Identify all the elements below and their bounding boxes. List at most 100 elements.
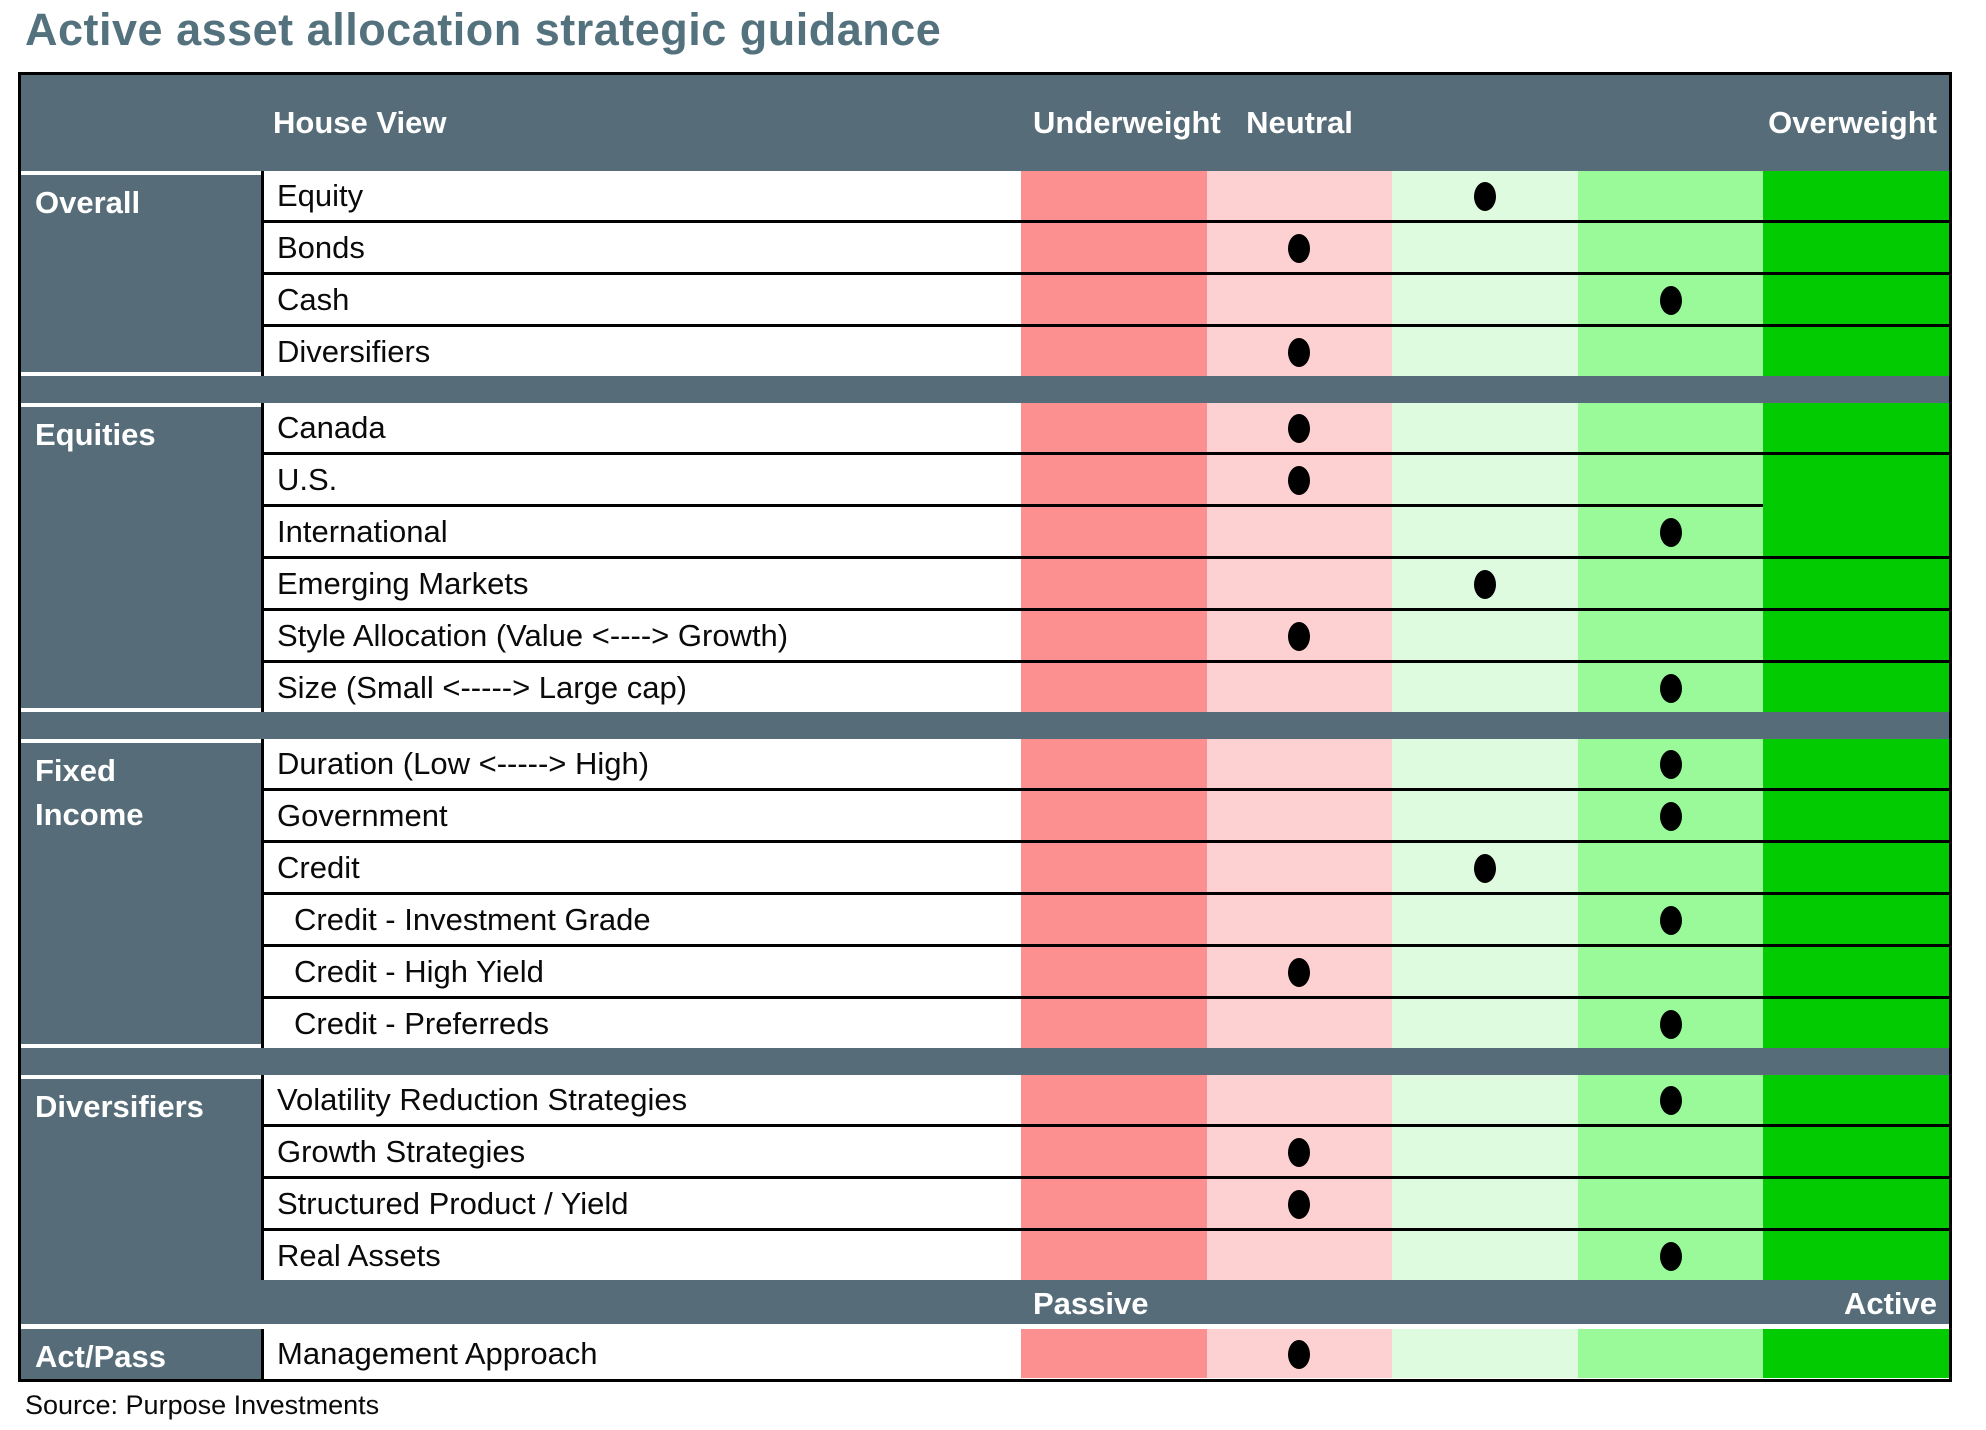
section-separator — [21, 1048, 1949, 1075]
scale-cell-3 — [1392, 739, 1578, 788]
scale-cells — [1021, 272, 1949, 324]
scale-cell-5 — [1763, 1124, 1949, 1176]
scale-cell-3 — [1392, 840, 1578, 892]
scale-cell-2 — [1206, 996, 1393, 1048]
section-fixed-income: Fixed Income Duration (Low <-----> High) G… — [21, 739, 1949, 1048]
scale-cells — [1021, 556, 1949, 608]
row-label: Credit — [264, 840, 1021, 892]
scale-cell-5 — [1763, 220, 1949, 272]
position-dot — [1659, 285, 1682, 315]
scale-cell-4 — [1577, 272, 1764, 324]
section-separator — [21, 376, 1949, 403]
scale-cell-1 — [1021, 504, 1207, 556]
scale-cell-4 — [1577, 944, 1764, 996]
scale-cell-4 — [1577, 504, 1764, 556]
scale-cell-1 — [1021, 660, 1207, 712]
scale-cell-3 — [1392, 608, 1578, 660]
scale-cell-4 — [1577, 739, 1764, 788]
table-row: Management Approach — [264, 1329, 1949, 1378]
scale-cell-3 — [1392, 944, 1578, 996]
table-row: Volatility Reduction Strategies — [264, 1075, 1949, 1124]
scale-cell-3 — [1392, 1124, 1578, 1176]
scale-cell-5 — [1763, 944, 1949, 996]
scale-cell-5 — [1763, 556, 1949, 608]
allocation-table: House View Underweight Neutral Overweigh… — [18, 72, 1952, 1382]
scale-cell-3 — [1392, 171, 1578, 220]
table-row: Diversifiers — [264, 324, 1949, 376]
scale-cell-1 — [1021, 1124, 1207, 1176]
scale-cell-4 — [1577, 556, 1764, 608]
row-label: Credit - High Yield — [264, 944, 1021, 996]
header-overweight: Overweight — [1768, 105, 1937, 140]
scale-cell-1 — [1021, 403, 1207, 452]
scale-cell-5 — [1763, 324, 1949, 376]
header-house-view: House View — [273, 105, 447, 140]
scale-cell-2 — [1206, 1124, 1393, 1176]
position-dot — [1659, 1241, 1682, 1271]
position-dot — [1288, 1339, 1311, 1369]
table-row: Government — [264, 788, 1949, 840]
divider-gap — [21, 1324, 1949, 1329]
header-neutral: Neutral — [1246, 105, 1353, 140]
scale-cell-1 — [1021, 452, 1207, 504]
scale-cell-1 — [1021, 788, 1207, 840]
table-row: Credit — [264, 840, 1949, 892]
scale-cell-3 — [1392, 220, 1578, 272]
scale-cell-2 — [1206, 660, 1393, 712]
scale-cell-3 — [1392, 452, 1578, 504]
scale-cell-5 — [1763, 1329, 1949, 1378]
scale-cell-2 — [1206, 1176, 1393, 1228]
table-row: Emerging Markets — [264, 556, 1949, 608]
scale-cell-2 — [1206, 1228, 1393, 1280]
scale-cell-1 — [1021, 1176, 1207, 1228]
scale-cell-3 — [1392, 1329, 1578, 1378]
scale-cell-2 — [1206, 556, 1393, 608]
scale-cell-2 — [1206, 220, 1393, 272]
row-label: Equity — [264, 171, 1021, 220]
scale-cell-2 — [1206, 944, 1393, 996]
scale-cells — [1021, 1124, 1949, 1176]
scale-cell-4 — [1577, 1176, 1764, 1228]
scale-cells — [1021, 840, 1949, 892]
scale-cell-4 — [1577, 608, 1764, 660]
scale-cell-3 — [1392, 996, 1578, 1048]
scale-cell-4 — [1577, 403, 1764, 452]
row-label: Canada — [264, 403, 1021, 452]
position-dot — [1473, 181, 1496, 211]
scale-cell-2 — [1206, 840, 1393, 892]
position-dot — [1288, 465, 1311, 495]
scale-cell-5 — [1763, 739, 1949, 788]
act-pass-section: Act/Pass Management Approach — [21, 1329, 1949, 1379]
row-label: Credit - Investment Grade — [264, 892, 1021, 944]
scale-cell-4 — [1577, 452, 1764, 504]
scale-cell-1 — [1021, 324, 1207, 376]
section-rows: Volatility Reduction Strategies Growth St… — [261, 1075, 1949, 1280]
scale-cell-2 — [1206, 324, 1393, 376]
scale-cell-1 — [1021, 556, 1207, 608]
table-row: Cash — [264, 272, 1949, 324]
table-row: Credit - Preferreds — [264, 996, 1949, 1048]
scale-cells — [1021, 171, 1949, 220]
table-row: Credit - High Yield — [264, 944, 1949, 996]
scale-cells — [1021, 324, 1949, 376]
position-dot — [1659, 517, 1682, 547]
scale-cell-2 — [1206, 504, 1393, 556]
scale-cell-3 — [1392, 1228, 1578, 1280]
position-dot — [1659, 905, 1682, 935]
scale-cell-3 — [1392, 660, 1578, 712]
scale-cell-5 — [1763, 1176, 1949, 1228]
position-dot — [1288, 413, 1311, 443]
row-label: Management Approach — [264, 1329, 1021, 1378]
scale-cell-2 — [1206, 452, 1393, 504]
section-rows: Canada U.S. International Emerging Markets S… — [261, 403, 1949, 712]
scale-cell-1 — [1021, 996, 1207, 1048]
scale-cell-4 — [1577, 1228, 1764, 1280]
position-dot — [1288, 337, 1311, 367]
source-note: Source: Purpose Investments — [25, 1390, 380, 1420]
scale-cell-5 — [1763, 504, 1949, 556]
scale-cell-4 — [1577, 660, 1764, 712]
table-row: Equity — [264, 171, 1949, 220]
position-dot — [1288, 621, 1311, 651]
scale-cell-1 — [1021, 272, 1207, 324]
section-separator — [21, 712, 1949, 739]
